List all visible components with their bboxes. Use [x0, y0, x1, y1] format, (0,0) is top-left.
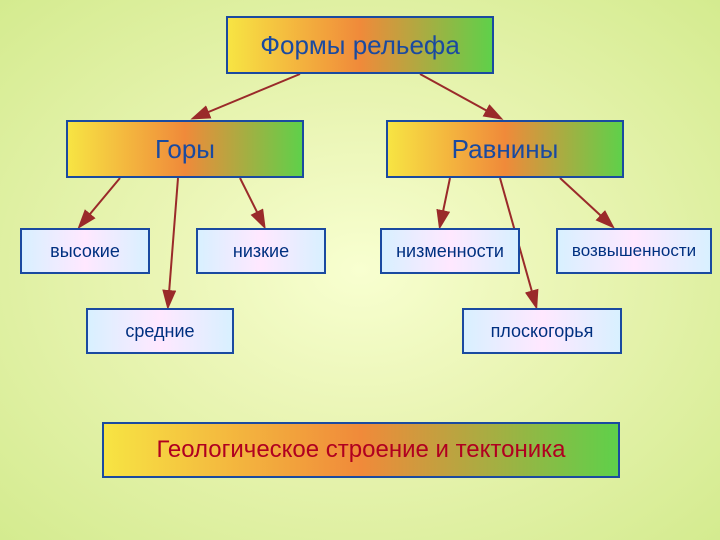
node-lowlands: низменности [380, 228, 520, 274]
node-uplands-label: возвышенности [572, 241, 696, 261]
node-mountains-label: Горы [155, 134, 215, 165]
node-footer-label: Геологическое строение и тектоника [156, 436, 565, 464]
node-high-label: высокие [50, 241, 120, 262]
node-low-label: низкие [233, 241, 289, 262]
node-footer: Геологическое строение и тектоника [102, 422, 620, 478]
node-high: высокие [20, 228, 150, 274]
node-plateaus: плоскогорья [462, 308, 622, 354]
node-low: низкие [196, 228, 326, 274]
node-mountains: Горы [66, 120, 304, 178]
edge-arrow [168, 178, 178, 306]
node-medium-label: средние [125, 321, 194, 342]
node-root: Формы рельефа [226, 16, 494, 74]
node-lowlands-label: низменности [396, 241, 504, 262]
edge-arrow [420, 74, 500, 118]
node-uplands: возвышенности [556, 228, 712, 274]
edge-arrow [560, 178, 612, 226]
edge-arrow [194, 74, 300, 118]
node-medium: средние [86, 308, 234, 354]
edge-arrow [80, 178, 120, 226]
node-plateaus-label: плоскогорья [491, 321, 594, 342]
node-root-label: Формы рельефа [260, 30, 460, 61]
node-plains: Равнины [386, 120, 624, 178]
node-plains-label: Равнины [452, 134, 559, 165]
edge-arrow [240, 178, 264, 226]
edge-arrow [440, 178, 450, 226]
